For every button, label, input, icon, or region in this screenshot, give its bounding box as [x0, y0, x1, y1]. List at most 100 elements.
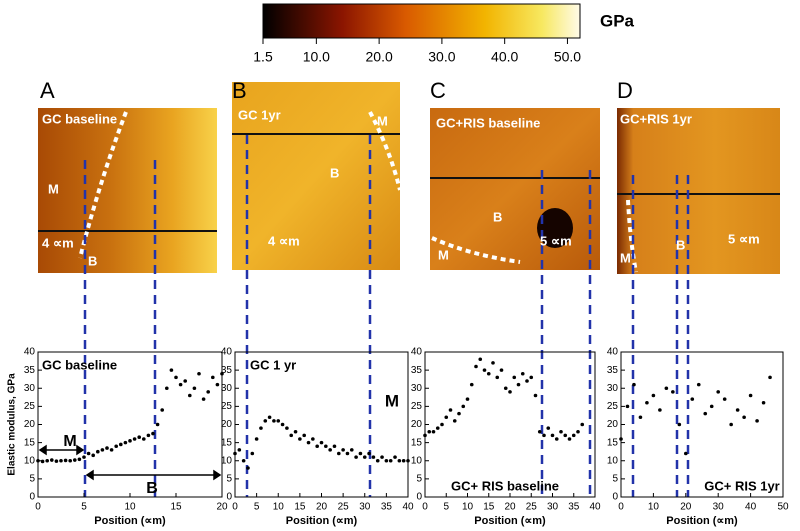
- arrows: [38, 444, 222, 481]
- image-label: B: [88, 253, 97, 268]
- data-point: [516, 382, 521, 387]
- data-point: [431, 429, 436, 434]
- data-point: [375, 458, 380, 463]
- data-point: [554, 437, 559, 441]
- annotation: M: [63, 433, 76, 450]
- data-point: [499, 368, 504, 372]
- data-point: [77, 457, 82, 462]
- data-point: [123, 440, 128, 445]
- data-point: [474, 364, 478, 369]
- x-tick-label: 20: [680, 502, 692, 513]
- data-point: [537, 429, 542, 434]
- data-point: [50, 458, 54, 462]
- x-tick-label: 0: [618, 502, 624, 513]
- data-point: [328, 448, 332, 452]
- data-point: [768, 375, 772, 380]
- x-tick-label: 35: [381, 502, 393, 513]
- y-tick-label: 20: [607, 419, 619, 430]
- data-point: [452, 419, 457, 423]
- colorbar-tick-label: 10.0: [303, 49, 330, 65]
- data-point: [293, 429, 298, 434]
- data-point: [512, 375, 517, 380]
- x-tick-label: 25: [338, 502, 350, 513]
- data-point: [63, 458, 68, 463]
- data-point: [619, 437, 623, 441]
- y-tick-label: 20: [24, 419, 36, 430]
- data-point: [580, 422, 585, 427]
- data-point: [105, 446, 109, 450]
- data-point: [638, 415, 643, 420]
- data-point: [188, 393, 192, 398]
- y-tick-label: 5: [226, 474, 232, 485]
- data-point: [201, 397, 206, 401]
- x-axis-label: Position (∝m): [286, 515, 358, 527]
- x-tick-label: 0: [232, 502, 238, 513]
- data-point: [742, 415, 746, 420]
- y-axis-label: Elastic modulus, GPa: [7, 373, 18, 476]
- data-point: [358, 451, 363, 456]
- y-tick-label: 20: [411, 419, 423, 430]
- data-point: [137, 435, 141, 439]
- annotation: GC+ RIS 1yr: [704, 478, 780, 493]
- data-point: [427, 429, 432, 434]
- x-tick-label: 15: [170, 502, 182, 513]
- data-point: [246, 466, 250, 470]
- data-point: [272, 419, 276, 423]
- scan-lines: [38, 133, 780, 232]
- data-point: [684, 451, 688, 456]
- data-point: [435, 426, 440, 430]
- data-point: [100, 448, 105, 452]
- y-tick-label: 5: [416, 474, 422, 485]
- y-tick-label: 30: [24, 383, 36, 394]
- y-tick-label: 30: [411, 383, 423, 394]
- data-point: [393, 455, 397, 459]
- x-tick-label: 10: [462, 502, 474, 513]
- image-label: M: [48, 181, 59, 196]
- y-tick-label: 10: [24, 455, 36, 466]
- x-tick-label: 30: [359, 502, 371, 513]
- annotation: GC 1 yr: [250, 357, 296, 372]
- data-point: [206, 390, 210, 394]
- data-point: [315, 444, 319, 449]
- y-tick-label: 40: [221, 347, 233, 358]
- data-point: [491, 361, 495, 365]
- colorbar-tick-label: 50.0: [554, 49, 581, 65]
- data-point: [503, 386, 508, 391]
- x-tick-label: 0: [422, 502, 428, 513]
- x-tick-label: 35: [568, 502, 580, 513]
- afm-image: [38, 108, 217, 273]
- colorbar-tick-label: 20.0: [366, 49, 393, 65]
- data-point: [341, 448, 345, 452]
- data-point: [319, 440, 324, 445]
- data-point: [82, 455, 86, 459]
- data-point: [546, 426, 551, 430]
- data-point: [165, 386, 169, 391]
- data-point: [155, 422, 160, 427]
- data-point: [632, 382, 636, 387]
- data-point: [109, 448, 114, 452]
- boundaries: [78, 111, 638, 273]
- y-tick-label: 25: [24, 401, 36, 412]
- annotation: GC+ RIS baseline: [451, 478, 559, 493]
- panel-letter: B: [232, 78, 247, 103]
- data-point: [457, 411, 461, 416]
- x-tick-label: 5: [81, 502, 87, 513]
- data-point: [128, 439, 132, 443]
- data-point: [677, 422, 682, 427]
- x-tick-label: 30: [547, 502, 559, 513]
- y-tick-label: 30: [607, 383, 619, 394]
- y-tick-label: 10: [221, 455, 233, 466]
- image-label: 4 ∝m: [268, 233, 300, 248]
- data-point: [486, 371, 491, 376]
- x-axis-label: Position (∝m): [666, 515, 738, 527]
- x-tick-label: 20: [316, 502, 328, 513]
- data-point: [267, 415, 272, 420]
- panel-letter: D: [617, 78, 633, 103]
- data-point: [571, 433, 576, 438]
- data-point: [285, 426, 289, 430]
- data-point: [289, 433, 294, 438]
- data-point: [664, 386, 669, 391]
- x-tick-label: 30: [713, 502, 725, 513]
- x-tick-label: 5: [443, 502, 449, 513]
- x-tick-label: 40: [589, 502, 601, 513]
